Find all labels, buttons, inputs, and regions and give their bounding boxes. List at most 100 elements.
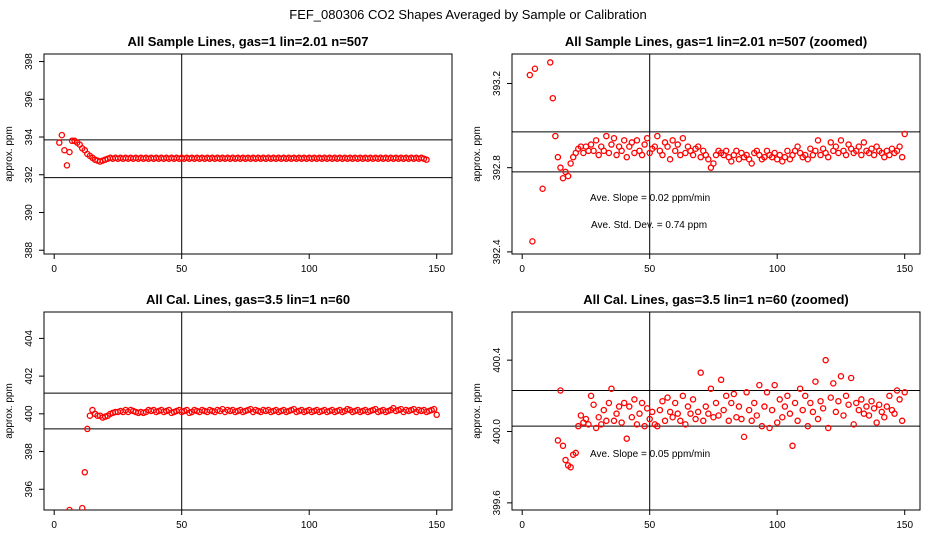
data-point (817, 397, 824, 405)
data-point (771, 381, 778, 389)
data-point (758, 422, 766, 430)
data-point (881, 413, 888, 421)
data-point (881, 153, 888, 161)
data-point (641, 141, 648, 148)
plot-frame (511, 311, 921, 511)
y-tick-label: 396 (24, 91, 35, 108)
data-point (735, 156, 743, 163)
data-point (875, 401, 883, 409)
x-tick-label: 0 (519, 520, 525, 531)
y-axis-label: approx. ppm (4, 383, 15, 439)
data-point (712, 399, 720, 407)
plot-frame (43, 311, 453, 511)
data-point (794, 417, 801, 425)
data-point (781, 153, 789, 161)
data-point (557, 164, 564, 171)
data-point (656, 406, 664, 414)
y-tick-label: 400 (24, 405, 35, 422)
data-point (860, 139, 868, 146)
data-point (86, 412, 94, 419)
data-point (748, 160, 755, 167)
data-point (628, 413, 636, 421)
data-point (791, 399, 799, 407)
data-point (526, 71, 534, 79)
figure-title: FEF_080306 CO2 Shapes Averaged by Sample… (289, 7, 646, 22)
data-point (771, 149, 778, 157)
data-point (853, 399, 860, 407)
data-point (814, 415, 822, 423)
data-point (689, 396, 697, 403)
data-point (766, 424, 773, 432)
y-tick-label: 404 (24, 330, 35, 347)
data-point (547, 59, 554, 66)
data-point (743, 389, 750, 396)
panel-2: All Sample Lines, gas=1 lin=2.01 n=507 (… (472, 34, 921, 275)
data-point (608, 385, 615, 392)
data-point (725, 417, 733, 425)
data-point (631, 149, 638, 157)
data-point (722, 392, 730, 400)
data-point (666, 156, 674, 163)
data-point (577, 412, 585, 419)
data-point (817, 151, 824, 159)
y-axis-label: approx. ppm (472, 383, 483, 439)
data-point (870, 151, 878, 159)
data-point (531, 65, 539, 72)
data-point (666, 408, 674, 416)
data-point (689, 151, 697, 159)
panel-title: All Sample Lines, gas=1 lin=2.01 n=507 (128, 34, 369, 49)
data-point (804, 422, 812, 430)
data-point (702, 403, 710, 410)
data-point (63, 162, 71, 169)
data-point (860, 410, 868, 417)
data-point (643, 405, 651, 412)
data-point (641, 422, 648, 430)
data-point (855, 143, 863, 150)
panel-4: All Cal. Lines, gas=3.5 lin=1 n=60 (zoom… (472, 292, 921, 531)
data-point (799, 406, 806, 414)
data-point (715, 412, 722, 419)
data-point (628, 139, 636, 146)
x-tick-label: 0 (51, 264, 57, 275)
data-point (794, 143, 801, 150)
data-point (638, 151, 646, 159)
data-point (651, 143, 659, 150)
data-point (684, 403, 692, 410)
data-point (554, 153, 562, 161)
data-point (613, 151, 620, 159)
data-point (745, 406, 753, 414)
data-point (768, 406, 776, 414)
y-tick-label: 392.4 (492, 239, 503, 264)
data-point (812, 147, 819, 155)
data-point (700, 417, 707, 425)
data-point (79, 504, 86, 510)
data-point (738, 415, 745, 423)
x-tick-label: 50 (176, 520, 188, 531)
x-tick-label: 150 (428, 264, 445, 275)
data-point (582, 415, 590, 423)
data-point (585, 147, 592, 155)
data-point (572, 449, 580, 457)
data-point (858, 151, 865, 159)
data-point (557, 387, 564, 394)
data-point (636, 410, 643, 417)
data-point (692, 415, 699, 423)
data-points (56, 131, 430, 169)
data-point (784, 147, 791, 155)
data-point (832, 143, 840, 150)
data-point (863, 403, 870, 410)
data-point (661, 417, 669, 425)
data-point (623, 435, 631, 442)
data-point (618, 147, 625, 155)
data-point (664, 143, 671, 150)
data-point (552, 132, 559, 140)
data-point (819, 405, 827, 412)
data-point (66, 506, 73, 510)
y-tick-label: 393.2 (492, 71, 503, 96)
y-tick-label: 402 (24, 367, 35, 384)
data-point (804, 156, 812, 163)
data-point (615, 403, 623, 410)
data-point (620, 137, 628, 144)
data-point (600, 406, 608, 414)
data-point (832, 408, 840, 416)
